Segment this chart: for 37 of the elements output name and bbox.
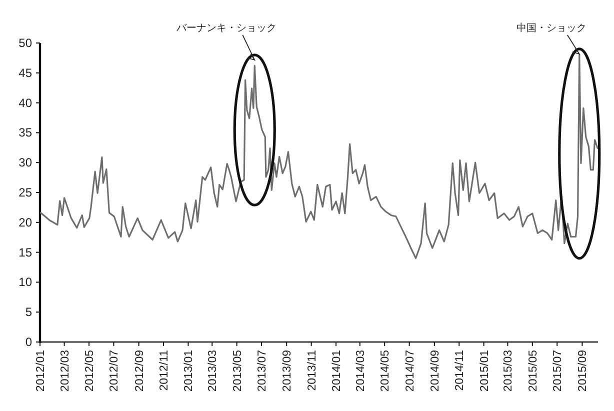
x-tick-label: 2015/09 xyxy=(577,350,590,392)
x-tick-label: 2012/03 xyxy=(59,350,72,392)
x-tick-label: 2013/05 xyxy=(232,350,244,392)
annotation: バーナンキ・ショック xyxy=(176,23,277,34)
y-tick-label: 25 xyxy=(18,186,32,200)
x-tick-label: 2012/05 xyxy=(84,350,96,392)
x-tick-label: 2015/03 xyxy=(502,350,515,392)
x-tick-label: 2012/09 xyxy=(134,350,146,392)
y-tick-label: 40 xyxy=(18,96,32,110)
y-tick-label: 20 xyxy=(18,215,32,230)
line-series xyxy=(40,54,598,260)
x-tick-label: 2014/05 xyxy=(380,350,392,392)
x-tick-label: 2013/11 xyxy=(306,350,318,391)
y-tick-label: 50 xyxy=(18,36,32,50)
x-tick-label: 2014/09 xyxy=(429,350,442,392)
x-tick-label: 2015/05 xyxy=(527,350,540,392)
y-tick-label: 35 xyxy=(18,126,32,140)
x-tick-label: 2014/07 xyxy=(404,350,416,392)
y-tick-label: 45 xyxy=(18,66,32,80)
x-tick-label: 2013/03 xyxy=(207,350,220,392)
y-tick-label: 5 xyxy=(25,305,32,320)
y-tick-label: 15 xyxy=(18,245,32,260)
y-tick-label: 30 xyxy=(18,156,32,170)
x-tick-label: 2015/01 xyxy=(478,350,491,392)
x-tick-label: 2012/01 xyxy=(35,350,47,392)
x-tick-label: 2012/07 xyxy=(108,350,121,392)
x-tick-label: 2013/01 xyxy=(183,350,196,392)
x-tick-label: 2013/09 xyxy=(282,350,294,392)
x-tick-label: 2014/01 xyxy=(331,350,344,392)
x-tick-label: 2014/11 xyxy=(454,350,466,391)
x-tick-label: 2014/03 xyxy=(354,350,367,392)
x-tick-label: 2015/07 xyxy=(552,350,564,392)
x-tick-label: 2013/07 xyxy=(256,350,268,392)
y-tick-label: 0 xyxy=(25,335,32,349)
annotation: 中国・ショック xyxy=(516,22,586,34)
x-tick-label: 2012/11 xyxy=(158,350,171,391)
y-tick-label: 10 xyxy=(18,275,32,290)
